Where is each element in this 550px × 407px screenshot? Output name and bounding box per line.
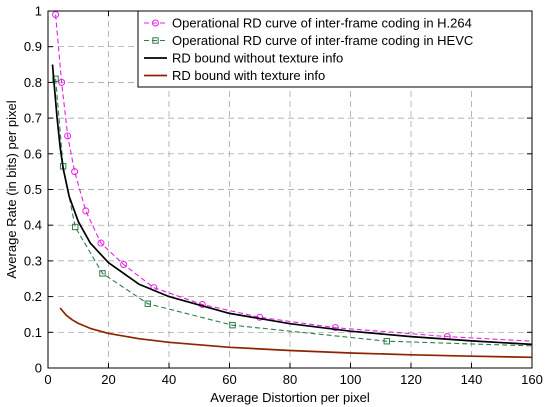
y-axis-label: Average Rate (in bits) per pixel bbox=[4, 100, 19, 278]
legend-label-hevc: Operational RD curve of inter-frame codi… bbox=[172, 33, 473, 48]
line-h264 bbox=[55, 14, 533, 342]
point-h264 bbox=[82, 207, 90, 215]
point-h264-legend bbox=[152, 19, 159, 27]
x-tick-label: 160 bbox=[521, 372, 543, 387]
point-hevc bbox=[72, 223, 79, 231]
x-tick-label: 60 bbox=[222, 372, 236, 387]
line-bound-with-texture bbox=[59, 307, 533, 359]
x-tick-label: 100 bbox=[340, 372, 362, 387]
legend-box bbox=[137, 10, 533, 88]
point-hevc bbox=[144, 300, 152, 307]
point-h264 bbox=[58, 78, 66, 86]
y-tick-label: 0.6 bbox=[24, 146, 42, 161]
series-layer bbox=[51, 11, 533, 359]
line-bound-without-texture bbox=[51, 64, 533, 346]
y-tick-label: 0.4 bbox=[24, 218, 42, 233]
x-tick-label: 20 bbox=[101, 372, 115, 387]
y-tick-label: 0.9 bbox=[24, 39, 42, 54]
y-tick-label: 0.5 bbox=[24, 182, 42, 197]
series-h264 bbox=[52, 11, 533, 342]
axis-ticks: 0 20 40 60 80 100 120 140 160 0 0.1 0.2 0.3 0.4 0.5 0.6… bbox=[24, 4, 543, 388]
x-tick-label: 80 bbox=[283, 372, 297, 387]
line-hevc bbox=[55, 78, 533, 347]
x-tick-label: 140 bbox=[461, 372, 483, 387]
point-hevc bbox=[383, 338, 391, 345]
point-h264 bbox=[64, 132, 72, 140]
series-bound-without-texture bbox=[51, 64, 533, 346]
point-h264 bbox=[71, 168, 79, 176]
y-tick-label: 0.8 bbox=[24, 75, 42, 90]
point-h264 bbox=[97, 239, 105, 247]
legend-label-bound-without-texture: RD bound without texture info bbox=[172, 51, 343, 66]
y-tick-label: 1 bbox=[35, 4, 42, 19]
series-bound-with-texture bbox=[59, 307, 533, 359]
y-tick-label: 0.3 bbox=[24, 253, 42, 268]
point-h264 bbox=[331, 324, 339, 332]
legend-entry-bound-without-texture: RD bound without texture info bbox=[144, 51, 343, 66]
point-hevc bbox=[99, 270, 106, 277]
y-tick-label: 0 bbox=[35, 361, 42, 376]
point-hevc bbox=[229, 321, 236, 329]
legend-entry-h264: Operational RD curve of inter-frame codi… bbox=[144, 16, 472, 31]
x-tick-label: 120 bbox=[400, 372, 422, 387]
legend-entry-hevc: Operational RD curve of inter-frame codi… bbox=[144, 33, 473, 48]
point-h264 bbox=[52, 11, 60, 19]
legend-label-bound-with-texture: RD bound with texture info bbox=[172, 68, 325, 83]
y-tick-label: 0.2 bbox=[24, 289, 42, 304]
x-tick-label: 0 bbox=[44, 372, 51, 387]
y-tick-label: 0.1 bbox=[24, 325, 42, 340]
point-h264 bbox=[120, 260, 128, 268]
point-hevc-legend bbox=[152, 37, 159, 44]
legend-label-h264: Operational RD curve of inter-frame codi… bbox=[172, 16, 472, 31]
legend-entry-bound-with-texture: RD bound with texture info bbox=[144, 68, 325, 83]
x-axis-label: Average Distortion per pixel bbox=[210, 390, 370, 405]
legend: Operational RD curve of inter-frame codi… bbox=[137, 10, 533, 88]
x-tick-label: 40 bbox=[162, 372, 176, 387]
y-tick-label: 0.7 bbox=[24, 111, 42, 126]
series-hevc bbox=[52, 75, 533, 347]
